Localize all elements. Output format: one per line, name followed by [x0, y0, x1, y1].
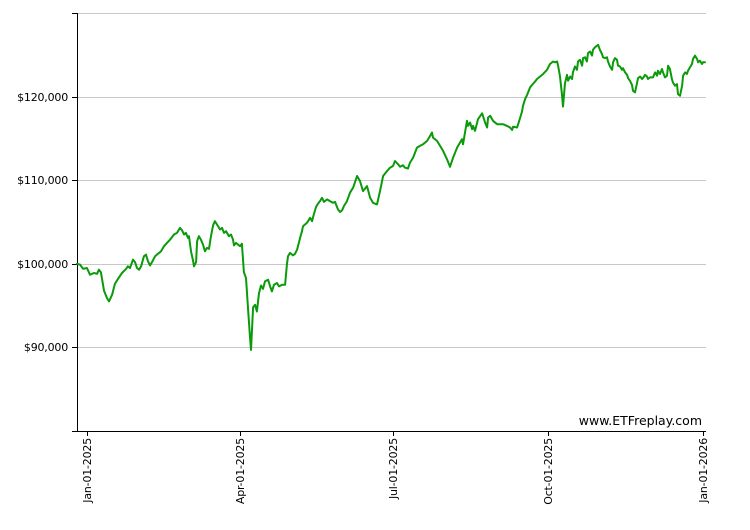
y-axis-label: $90,000 [24, 341, 68, 354]
x-axis-labels: Jan-01-2025 Apr-01-2025 Jul-01-2025 Oct-01-… [81, 438, 710, 505]
y-axis-labels: $90,000 $100,000 $110,000 $120,000 [17, 91, 68, 354]
grid-lines [77, 13, 706, 348]
x-axis-label: Oct-01-2025 [542, 438, 555, 505]
axes [72, 13, 706, 436]
x-axis-label: Jul-01-2025 [387, 438, 400, 500]
equity-curve-line [76, 43, 706, 351]
y-axis-label: $100,000 [17, 258, 68, 271]
x-axis-label: Apr-01-2025 [234, 438, 247, 504]
y-axis-label: $120,000 [17, 91, 68, 104]
x-axis-label: Jan-01-2026 [697, 438, 710, 504]
watermark-text: www.ETFreplay.com [579, 413, 702, 428]
x-axis-label: Jan-01-2025 [81, 438, 94, 504]
y-axis-label: $110,000 [17, 174, 68, 187]
